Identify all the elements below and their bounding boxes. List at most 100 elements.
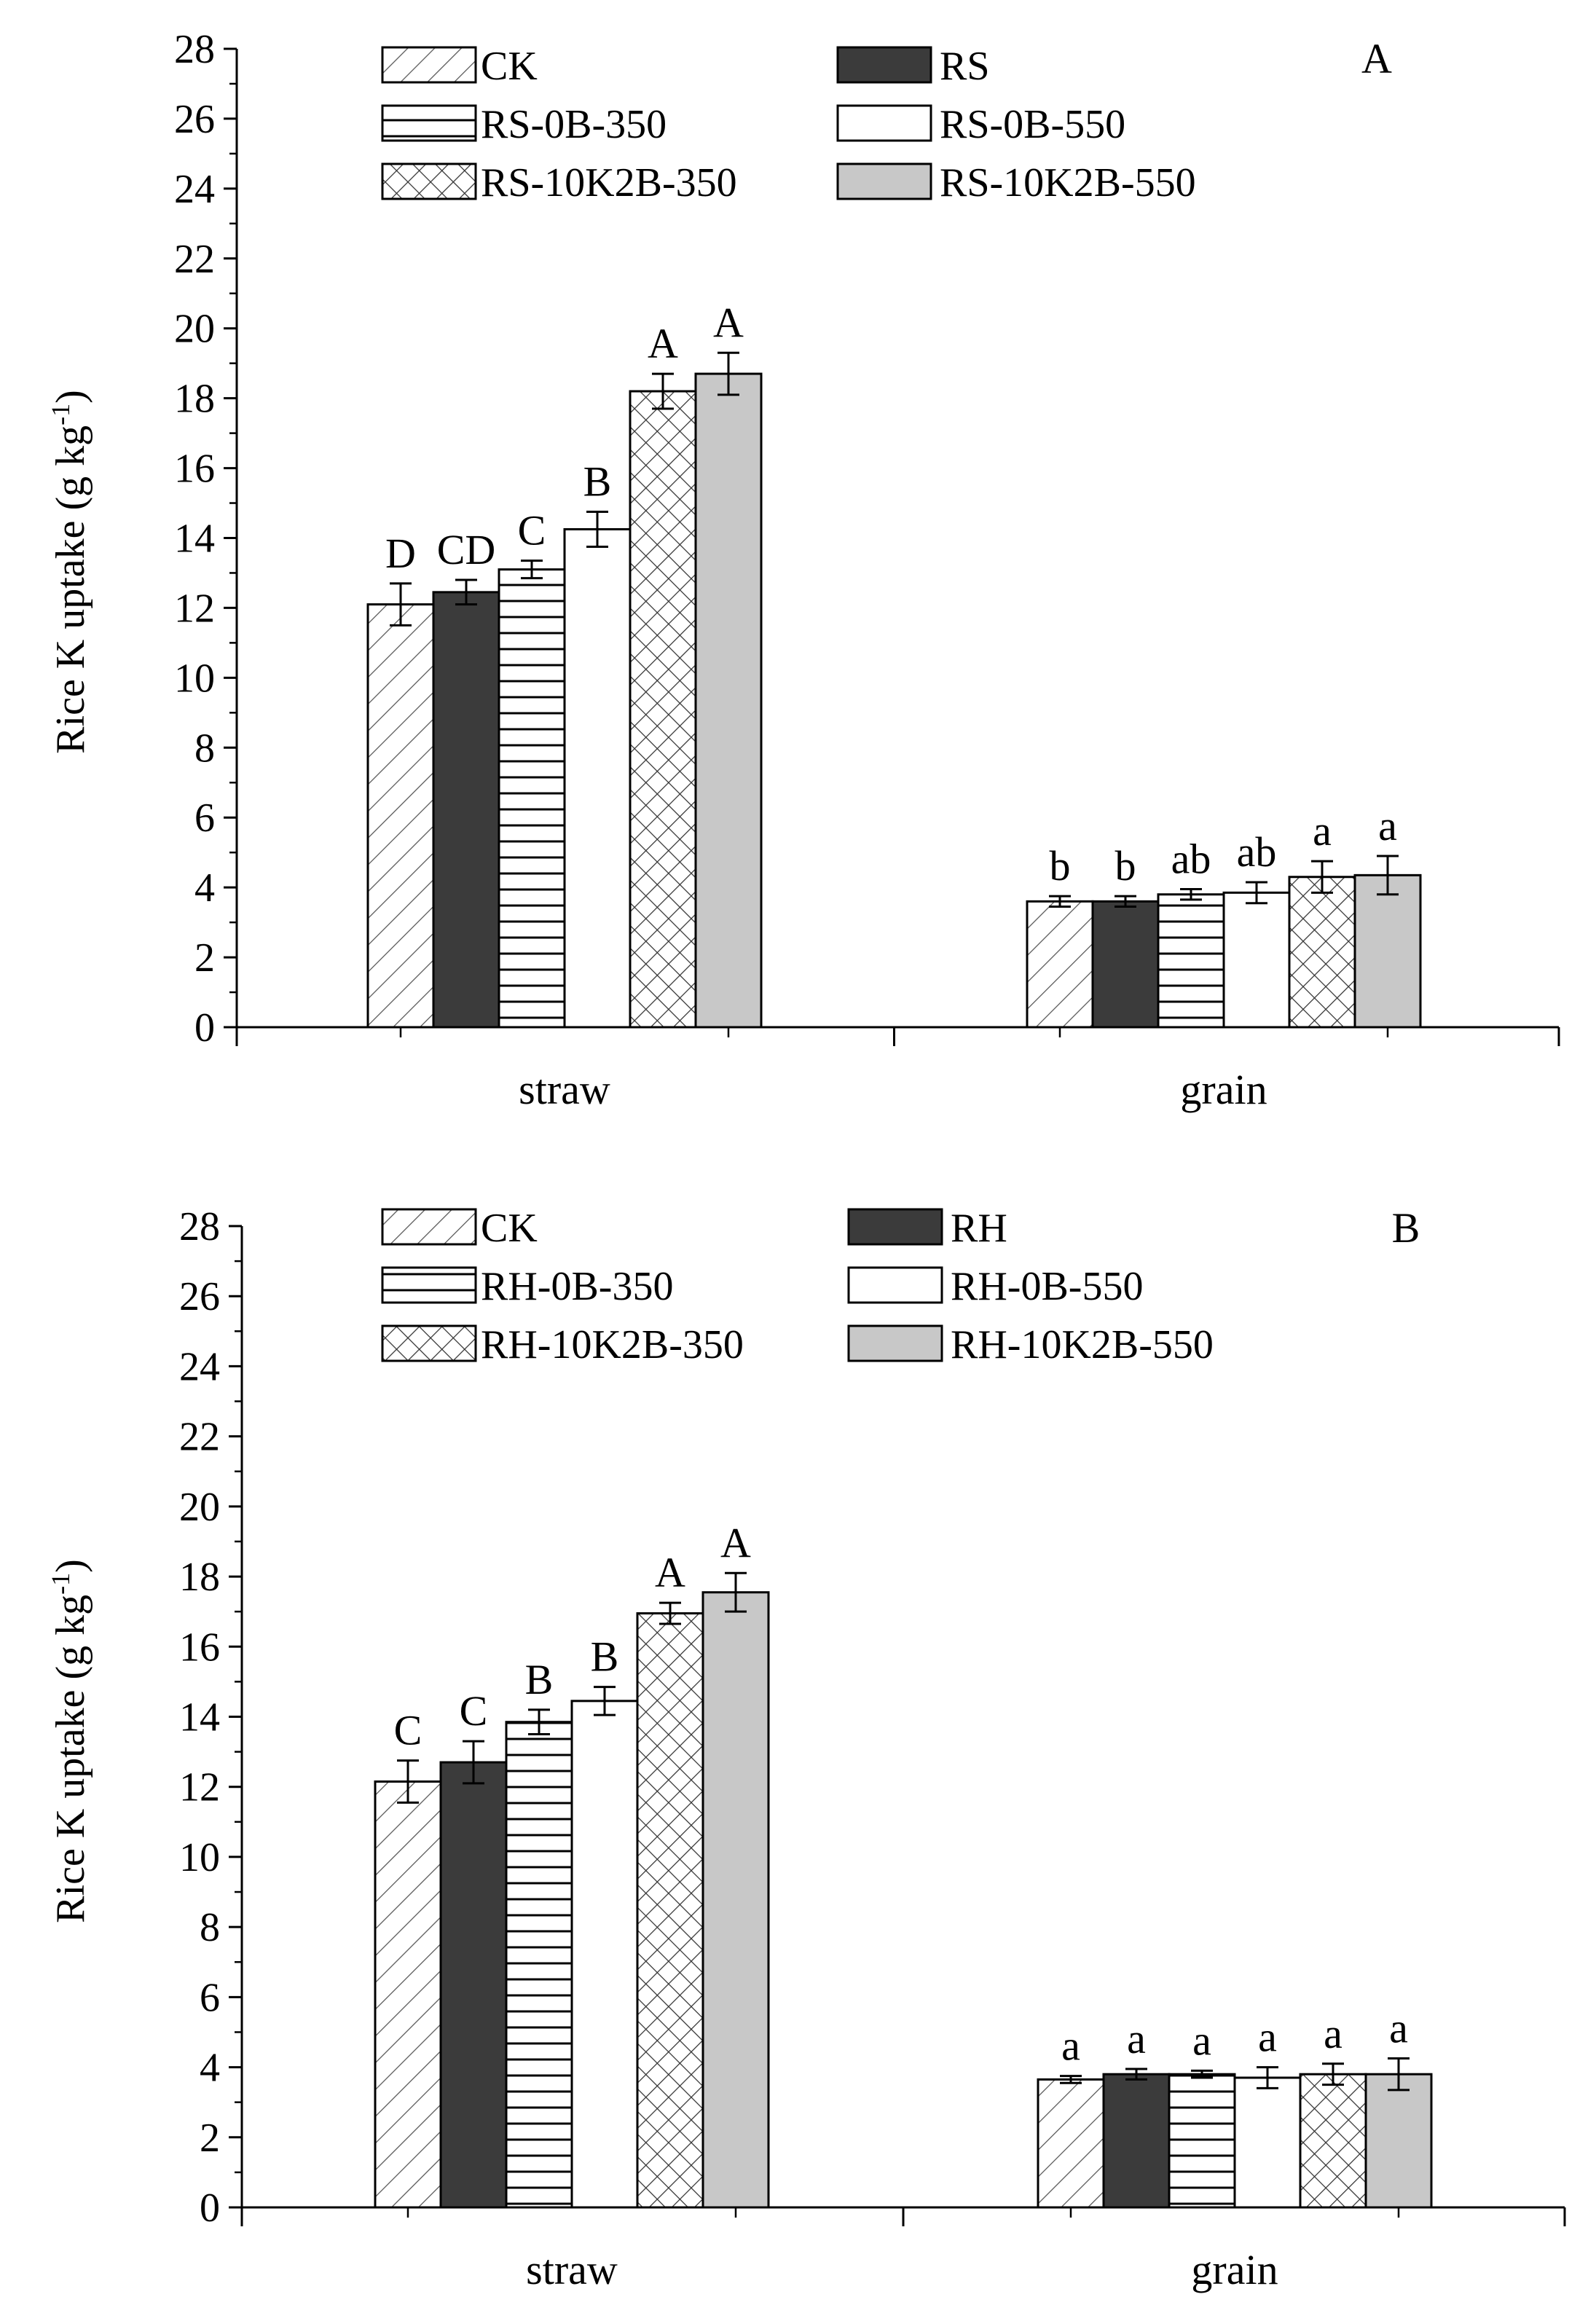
bar-rs-0b-550-straw: [563, 528, 632, 1029]
y-tick-label: 14: [174, 517, 215, 562]
legend-swatch: [847, 1324, 943, 1362]
legend-label: RS-0B-350: [481, 102, 667, 147]
y-tick-label: 22: [179, 1415, 220, 1460]
y-tick-label: 26: [179, 1274, 220, 1319]
bar-rs-10k2b-550-straw: [694, 372, 763, 1029]
legend-swatch: [381, 1266, 477, 1304]
significance-letter: a: [1192, 2017, 1211, 2064]
bar-rs-10k2b-550-grain: [1353, 873, 1422, 1029]
legend-swatch: [381, 1324, 477, 1362]
y-tick-label: 24: [174, 167, 215, 212]
y-tick-label: 18: [174, 377, 215, 422]
bar-rh-0b-550-straw: [570, 1700, 639, 2209]
x-category-label: straw: [526, 2246, 618, 2293]
legend-swatch: [836, 46, 932, 84]
significance-letter: A: [713, 299, 744, 346]
bar-ck-straw: [366, 603, 435, 1029]
panel-a: Rice K uptake (g kg-1) A 024681012141618…: [46, 27, 1560, 1113]
legend-swatch: [836, 162, 932, 200]
bar-rh-grain: [1102, 2073, 1171, 2209]
legend-swatch: [381, 104, 477, 142]
bar-rs-grain: [1091, 900, 1160, 1029]
y-tick-label: 14: [179, 1695, 220, 1740]
bar-ck-straw: [374, 1780, 442, 2209]
y-tick-label: 28: [179, 1204, 220, 1249]
legend-label: RS-10K2B-550: [940, 160, 1196, 205]
legend-label: RS: [940, 44, 990, 89]
significance-letter: A: [648, 320, 678, 367]
legend-swatch: [381, 1208, 477, 1246]
significance-letter: D: [385, 530, 416, 577]
bar-rs-0b-350-grain: [1157, 893, 1225, 1029]
y-tick-label: 16: [179, 1625, 220, 1670]
legend-label: RH-0B-550: [951, 1264, 1143, 1309]
y-tick-label: 20: [174, 307, 215, 352]
bar-rh-10k2b-550-straw: [701, 1591, 770, 2209]
y-tick-label: 2: [194, 935, 215, 981]
significance-letter: C: [518, 507, 546, 554]
bar-rh-10k2b-350-grain: [1299, 2073, 1367, 2209]
y-tick-label: 8: [200, 1905, 220, 1950]
y-tick-label: 0: [200, 2186, 220, 2231]
bar-rs-0b-550-grain: [1222, 891, 1291, 1029]
bar-rh-0b-550-grain: [1233, 2076, 1302, 2209]
significance-letter: ab: [1237, 828, 1277, 876]
significance-letter: ab: [1171, 836, 1211, 883]
bar-rh-10k2b-350-straw: [636, 1612, 704, 2209]
y-tick-label: 6: [194, 796, 215, 841]
bar-rs-10k2b-350-straw: [629, 390, 697, 1029]
legend-label: CK: [481, 1206, 538, 1251]
significance-letter: b: [1050, 842, 1071, 890]
panel-label: B: [1392, 1204, 1420, 1252]
significance-letter: a: [1324, 2010, 1343, 2057]
legend-swatch: [381, 162, 477, 200]
significance-letter: A: [720, 1519, 751, 1566]
significance-letter: B: [525, 1656, 554, 1703]
significance-letter: A: [655, 1549, 685, 1596]
y-tick-label: 22: [174, 237, 215, 282]
legend-swatch: [847, 1266, 943, 1304]
significance-letter: CD: [437, 526, 496, 573]
y-tick-label: 24: [179, 1344, 220, 1389]
legend-swatch: [836, 104, 932, 142]
significance-letter: B: [583, 458, 612, 506]
bar-rh-0b-350-straw: [505, 1721, 573, 2209]
y-tick-label: 4: [194, 865, 215, 911]
bar-rs-0b-350-straw: [498, 568, 566, 1029]
legend-label: CK: [481, 44, 538, 89]
legend-label: RH-0B-350: [481, 1264, 673, 1309]
bar-rh-10k2b-550-grain: [1364, 2073, 1433, 2209]
significance-letter: a: [1258, 2014, 1277, 2061]
legend-swatch: [847, 1208, 943, 1246]
y-tick-label: 10: [174, 656, 215, 701]
significance-letter: C: [394, 1707, 422, 1754]
y-tick-label: 28: [174, 27, 215, 72]
y-tick-label: 12: [174, 586, 215, 631]
x-category-label: grain: [1180, 1066, 1267, 1113]
y-tick-label: 26: [174, 97, 215, 142]
panel-label: A: [1361, 35, 1392, 82]
legend-label: RH-10K2B-350: [481, 1322, 744, 1367]
legend-swatch: [381, 46, 477, 84]
y-axis-label: Rice K uptake (g kg-1): [46, 390, 93, 754]
legend-label: RS-10K2B-350: [481, 160, 737, 205]
y-tick-label: 0: [194, 1005, 215, 1051]
y-tick-label: 10: [179, 1835, 220, 1880]
y-tick-label: 16: [174, 447, 215, 492]
y-tick-label: 18: [179, 1555, 220, 1600]
y-tick-label: 12: [179, 1765, 220, 1810]
panel-b: Rice K uptake (g kg-1) B 024681012141618…: [46, 1204, 1566, 2293]
significance-letter: B: [591, 1633, 619, 1681]
significance-letter: C: [460, 1687, 488, 1735]
significance-letter: a: [1313, 807, 1332, 855]
y-axis-label: Rice K uptake (g kg-1): [46, 1559, 93, 1923]
legend-label: RH-10K2B-550: [951, 1322, 1214, 1367]
y-tick-label: 2: [200, 2116, 220, 2161]
x-category-label: grain: [1191, 2246, 1278, 2293]
legend-label: RH: [951, 1206, 1007, 1251]
significance-letter: a: [1061, 2022, 1080, 2070]
bar-rh-straw: [439, 1761, 508, 2209]
bar-ck-grain: [1026, 900, 1094, 1029]
bar-rh-0b-350-grain: [1168, 2073, 1236, 2209]
significance-letter: b: [1115, 842, 1136, 890]
